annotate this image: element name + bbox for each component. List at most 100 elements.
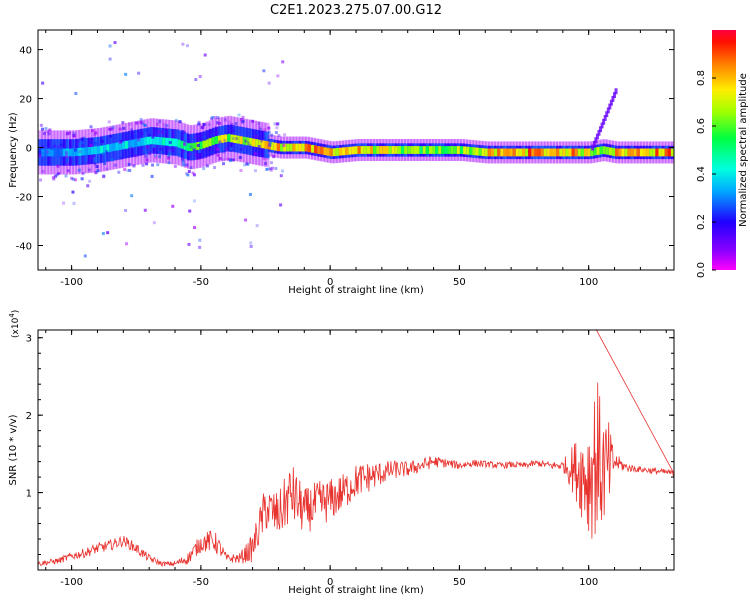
spectrogram-ridge-cell	[193, 142, 199, 151]
spectrogram-noise-cell	[95, 165, 99, 169]
spectrogram-noise-cell	[216, 116, 220, 120]
spectrogram-ridge-cell	[642, 148, 648, 157]
spectrogram-noise-cell	[198, 238, 202, 242]
spectrogram-noise-cell	[145, 145, 149, 149]
spectrogram-noise-cell	[126, 169, 130, 173]
spectrogram-noise-cell	[78, 150, 82, 154]
spectrogram-noise-cell	[137, 71, 141, 75]
spectrogram-noise-cell	[160, 131, 164, 135]
spectrogram-noise-cell	[143, 123, 147, 127]
spectrogram-noise-cell	[168, 148, 172, 152]
spectrogram-noise-cell	[189, 145, 193, 149]
spectrogram-noise-cell	[108, 127, 112, 131]
spectrogram-ridge-cell	[391, 146, 397, 154]
spectrogram-ridge-cell	[103, 145, 109, 153]
spectrogram-noise-cell	[119, 139, 123, 143]
spectrogram-noise-cell	[45, 150, 49, 154]
colorbar-label: Normalized spectral amplitude	[738, 73, 749, 227]
spectrogram-noise-cell	[268, 143, 272, 147]
spectrogram-ridge-cell	[124, 140, 130, 149]
spectrogram-ridge-cell	[664, 148, 670, 157]
spectrogram-noise-cell	[183, 140, 187, 144]
spectrogram-noise-cell	[57, 172, 61, 176]
spectrogram-noise-cell	[66, 162, 70, 166]
spectrogram-noise-cell	[211, 115, 215, 119]
spectrogram-noise-cell	[88, 179, 92, 183]
spectrogram-noise-cell	[244, 218, 248, 222]
spectrogram-noise-cell	[154, 127, 158, 131]
spectrogram-noise-cell	[74, 92, 78, 96]
spectrogram-noise-cell	[221, 162, 225, 166]
spectrogram-noise-cell	[134, 135, 138, 139]
spectrogram-ridge-cell	[317, 146, 323, 154]
spectrogram-noise-cell	[100, 139, 104, 143]
spectrogram-noise-cell	[200, 126, 204, 130]
spectrogram-noise-cell	[213, 166, 217, 170]
spectrogram-ridge-cell	[137, 138, 143, 147]
x-tick-label: -100	[60, 577, 83, 588]
spectrogram-ridge-cell	[155, 136, 161, 145]
spectrogram-ridge-cell	[270, 142, 276, 150]
spectrogram-ridge-cell	[497, 148, 503, 157]
spectrogram-noise-cell	[181, 159, 185, 163]
spectrogram-noise-cell	[194, 135, 198, 139]
spectrogram-ridge-cell	[487, 148, 493, 157]
spectrogram-noise-cell	[230, 122, 234, 126]
spectrogram-ridge-cell	[162, 137, 168, 146]
spectrogram-noise-cell	[160, 129, 164, 133]
x-tick-label: -50	[193, 277, 209, 288]
spectrogram-ridge-cell	[503, 148, 509, 157]
spectrogram-ridge-cell	[335, 147, 341, 156]
spectrogram-ridge-cell	[469, 147, 475, 155]
spectrogram-noise-cell	[46, 142, 50, 146]
spectrogram-noise-cell	[276, 74, 280, 78]
spectrogram-noise-cell	[103, 162, 107, 166]
spectrogram-ridge-cell	[518, 148, 524, 157]
spectrogram-noise-cell	[283, 133, 287, 137]
spectrogram-noise-cell	[185, 163, 189, 167]
y-tick-label: 1	[26, 489, 32, 500]
spectrogram-ridge-cell	[227, 133, 233, 142]
spectrogram-ridge-cell	[599, 146, 605, 155]
spectrogram-ridge-cell	[292, 143, 298, 152]
spectrogram-ridge-cell	[320, 146, 326, 155]
spectrogram-ridge-cell	[618, 148, 624, 157]
spectrogram-ridge-cell	[639, 148, 645, 157]
spectrogram-noise-cell	[234, 122, 238, 126]
snr-frame	[37, 329, 675, 571]
spectrogram-ticks: -100 -50 0 50 100 -40 -20 0 20 40	[16, 30, 674, 288]
spectrogram-ridge-cell	[500, 148, 506, 157]
spectrogram-noise-cell	[248, 192, 252, 196]
spectrogram-ridge-cell	[248, 138, 254, 146]
spectrogram-noise-cell	[135, 121, 139, 125]
spectrogram-noise-cell	[94, 171, 98, 175]
spectrogram-noise-cell	[183, 142, 187, 146]
spectrogram-noise-cell	[101, 232, 105, 236]
spectrogram-noise-cell	[142, 123, 146, 127]
spectrogram-ridge-cell	[239, 136, 245, 145]
spectrogram-branch-cell	[597, 129, 601, 136]
spectrogram-noise-cell	[70, 176, 74, 180]
spectrogram-ridge-cell	[199, 141, 205, 150]
spectrogram-ridge-cell	[636, 148, 642, 157]
spectrogram-noise-cell	[193, 226, 197, 230]
spectrogram-noise-cell	[255, 130, 259, 134]
spectrogram-ridge-cell	[38, 148, 43, 157]
spectrogram-ridge-cell	[69, 148, 75, 157]
spectrogram-noise-cell	[42, 132, 46, 136]
spectrogram-ridge-cell	[245, 137, 251, 146]
spectrogram-noise-cell	[218, 156, 222, 160]
spectrogram-noise-cell	[125, 132, 129, 136]
spectrogram-ridge-cell	[456, 146, 462, 154]
spectrogram-noise-cell	[130, 194, 134, 198]
spectrogram-noise-cell	[152, 221, 156, 225]
spectrogram-noise-cell	[157, 130, 161, 134]
spectrogram-ridge-cell	[608, 147, 614, 156]
spectrogram-noise-cell	[128, 122, 132, 126]
spectrogram-noise-cell	[72, 201, 76, 205]
spectrogram-noise-cell	[227, 120, 231, 124]
spectrogram-noise-cell	[243, 163, 247, 167]
spectrogram-ridge-cell	[463, 146, 469, 155]
spectrogram-branch-cell	[612, 92, 616, 98]
